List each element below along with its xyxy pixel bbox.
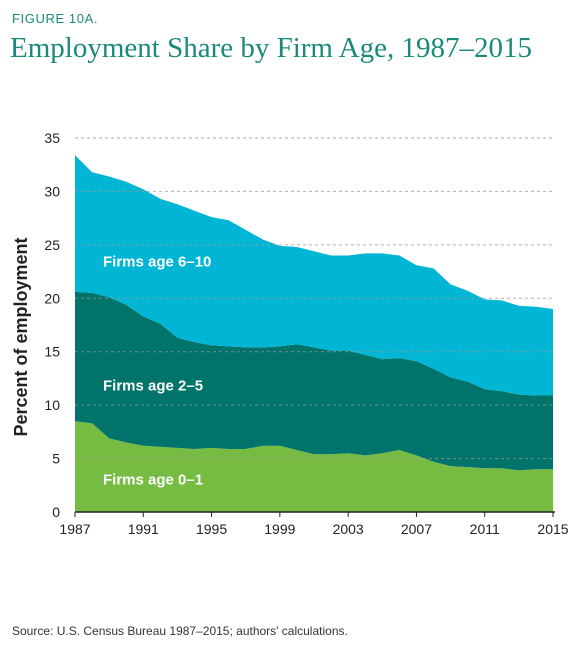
y-tick-label: 30 — [44, 183, 60, 199]
y-tick-label: 15 — [44, 344, 60, 360]
area-label-series-1: Firms age 2–5 — [103, 377, 203, 394]
area-series-2 — [75, 155, 553, 396]
chart-title: Employment Share by Firm Age, 1987–2015 — [10, 32, 532, 64]
x-tick-label: 1995 — [196, 521, 227, 537]
x-tick-label: 1991 — [128, 521, 159, 537]
source-note: Source: U.S. Census Bureau 1987–2015; au… — [12, 624, 348, 638]
y-tick-label: 5 — [52, 451, 60, 467]
y-tick-label: 35 — [44, 130, 60, 146]
employment-share-area-chart: 0 5 10 15 20 25 30 35 1987 1991 1995 1999 2003 2007 20… — [11, 130, 569, 537]
x-tick-label: 2003 — [333, 521, 364, 537]
x-tick-label: 2007 — [401, 521, 432, 537]
y-tick-label: 20 — [44, 290, 60, 306]
figure-label: FIGURE 10A. — [12, 11, 99, 26]
area-series-1 — [75, 291, 553, 471]
x-tick-label: 2015 — [537, 521, 568, 537]
x-tick-label: 1987 — [59, 521, 90, 537]
y-tick-label: 10 — [44, 397, 60, 413]
y-tick-label: 25 — [44, 237, 60, 253]
area-series-0 — [75, 421, 553, 512]
area-label-series-0: Firms age 0–1 — [103, 471, 203, 488]
gridlines — [75, 137, 553, 460]
y-tick-label: 0 — [52, 504, 60, 520]
x-tick-label: 2011 — [470, 521, 500, 537]
area-labels: Firms age 0–1 Firms age 2–5 Firms age 6–10 — [103, 253, 211, 488]
axes: 0 5 10 15 20 25 30 35 1987 1991 1995 1999 2003 2007 20… — [11, 130, 569, 537]
y-axis-title: Percent of employment — [11, 237, 31, 436]
area-label-series-2: Firms age 6–10 — [103, 253, 211, 270]
areas-layer — [75, 155, 553, 512]
x-tick-label: 1999 — [264, 521, 295, 537]
